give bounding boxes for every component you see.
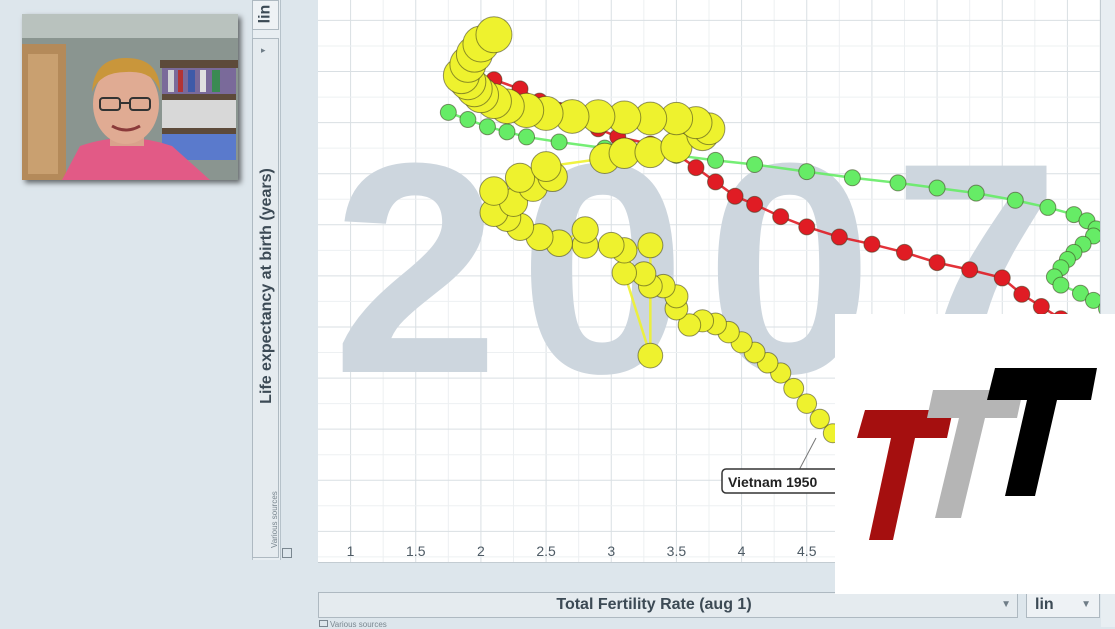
data-point[interactable]: [637, 342, 664, 369]
data-point[interactable]: [1071, 284, 1089, 302]
data-point[interactable]: [863, 235, 881, 253]
x-tick-label: 2.5: [536, 543, 556, 559]
data-point[interactable]: [798, 218, 816, 236]
data-point[interactable]: [896, 243, 913, 261]
data-point[interactable]: [611, 260, 637, 286]
channel-logo: [835, 314, 1115, 594]
data-point[interactable]: [478, 118, 496, 136]
data-point[interactable]: [1032, 298, 1050, 316]
x-tick-label: 3.5: [667, 543, 687, 559]
data-point[interactable]: [530, 151, 562, 182]
data-point[interactable]: [571, 216, 599, 244]
y-indicator-selector[interactable]: ▸ Life expectancy at birth (years): [252, 38, 279, 558]
data-point[interactable]: [504, 162, 536, 193]
x-sources-table-icon[interactable]: [319, 620, 328, 627]
data-point[interactable]: [843, 169, 861, 187]
data-point[interactable]: [993, 269, 1011, 287]
x-axis-title: Total Fertility Rate (aug 1): [556, 596, 752, 613]
presenter-webcam-video: [22, 14, 238, 180]
data-point[interactable]: [475, 16, 513, 54]
data-point[interactable]: [518, 128, 536, 146]
data-point[interactable]: [707, 173, 725, 191]
x-tick-label: 1: [347, 543, 355, 559]
x-tick-label: 4.5: [797, 543, 817, 559]
tooltip-label: Vietnam 1950: [728, 474, 817, 490]
data-point[interactable]: [479, 176, 509, 206]
data-point[interactable]: [707, 151, 725, 169]
x-tick-label: 3: [607, 543, 615, 559]
data-point[interactable]: [1006, 191, 1024, 209]
country-tooltip: Vietnam 1950: [721, 437, 843, 494]
data-point[interactable]: [809, 408, 830, 430]
ttt-logo-icon: [857, 368, 1097, 540]
y-selector-arrow-icon: ▸: [261, 45, 266, 55]
x-indicator-selector[interactable]: Total Fertility Rate (aug 1) ▼: [318, 592, 1018, 618]
data-point[interactable]: [1039, 198, 1057, 216]
y-scale-label: lin: [256, 4, 274, 24]
y-scale-button[interactable]: lin: [252, 0, 279, 30]
x-scale-chevron-down-icon: ▼: [1081, 599, 1091, 610]
data-point[interactable]: [961, 261, 979, 279]
data-point[interactable]: [1052, 276, 1070, 294]
data-point[interactable]: [459, 111, 477, 129]
y-sources-table-icon[interactable]: [282, 548, 292, 558]
x-tick-label: 1.5: [406, 543, 426, 559]
x-tick-label: 4: [738, 543, 746, 559]
presenter-illustration: [22, 14, 238, 180]
x-selector-chevron-down-icon: ▼: [1001, 599, 1011, 610]
data-point[interactable]: [498, 123, 516, 141]
data-point[interactable]: [634, 136, 667, 169]
y-sources-link[interactable]: Various sources: [270, 491, 279, 548]
data-point[interactable]: [928, 179, 946, 197]
data-point[interactable]: [772, 208, 790, 226]
x-sources-link[interactable]: Various sources: [330, 620, 387, 629]
data-point[interactable]: [726, 187, 744, 205]
x-scale-label: lin: [1035, 596, 1054, 613]
data-point[interactable]: [439, 103, 457, 121]
y-axis-title: Life expectancy at birth (years): [258, 168, 275, 404]
x-tick-label: 2: [477, 543, 485, 559]
data-point[interactable]: [967, 184, 985, 202]
data-point[interactable]: [1084, 291, 1102, 309]
data-point[interactable]: [637, 232, 664, 259]
data-point[interactable]: [889, 174, 907, 192]
data-point[interactable]: [677, 313, 702, 337]
data-point[interactable]: [597, 231, 625, 259]
data-point[interactable]: [1013, 285, 1031, 303]
data-point[interactable]: [830, 228, 848, 246]
x-scale-button[interactable]: lin ▼: [1026, 592, 1100, 618]
data-point[interactable]: [746, 156, 764, 174]
data-point[interactable]: [798, 163, 816, 181]
data-point[interactable]: [796, 393, 818, 414]
data-point[interactable]: [687, 159, 705, 177]
data-point[interactable]: [928, 254, 946, 272]
data-point[interactable]: [783, 377, 805, 399]
data-point[interactable]: [550, 133, 568, 151]
data-point[interactable]: [746, 195, 764, 213]
